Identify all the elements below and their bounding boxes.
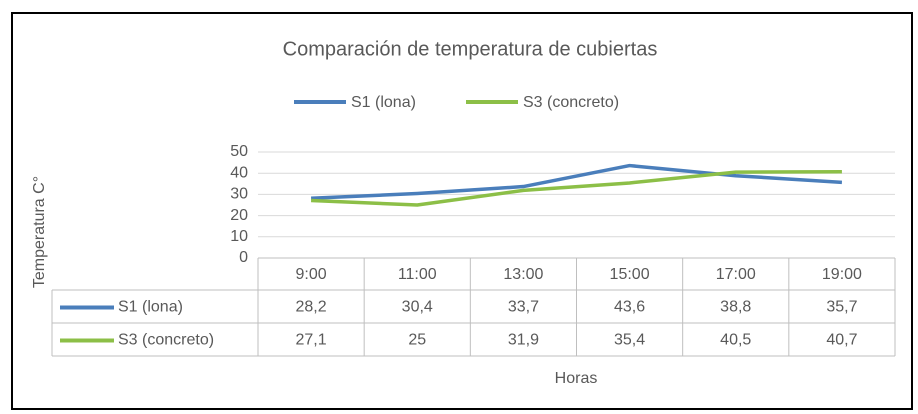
x-tick-label: 15:00 <box>610 266 650 283</box>
y-tick-label: 30 <box>230 186 248 203</box>
x-tick-label: 13:00 <box>503 266 543 283</box>
y-tick-label: 20 <box>230 207 248 224</box>
table-value: 25 <box>408 332 426 349</box>
legend-label: S3 (concreto) <box>523 94 619 111</box>
table-value: 35,4 <box>614 332 645 349</box>
series-line <box>311 169 842 207</box>
x-tick-label: 19:00 <box>822 266 862 283</box>
x-tick-label: 11:00 <box>398 266 437 283</box>
y-tick-label: 40 <box>230 164 248 181</box>
table-series-label: S1 (lona) <box>118 299 183 316</box>
y-tick-label: 50 <box>230 143 248 160</box>
x-tick-label: 17:00 <box>716 266 756 283</box>
chart-title: Comparación de temperatura de cubiertas <box>283 38 658 60</box>
table-value: 35,7 <box>826 299 857 316</box>
table-value: 27,1 <box>296 332 327 349</box>
table-value: 28,2 <box>296 299 327 316</box>
table-value: 33,7 <box>508 299 539 316</box>
table-value: 43,6 <box>614 299 645 316</box>
table-value: 40,7 <box>826 332 857 349</box>
y-tick-label: 10 <box>230 228 248 245</box>
series-line <box>311 163 843 200</box>
table-value: 40,5 <box>720 332 751 349</box>
table-series-label: S3 (concreto) <box>118 332 214 349</box>
y-tick-label: 0 <box>239 249 248 266</box>
y-axis-label: Temperatura C° <box>31 176 48 288</box>
table-value: 38,8 <box>720 299 751 316</box>
x-tick-label: 9:00 <box>296 266 327 283</box>
legend-label: S1 (lona) <box>351 94 416 111</box>
x-axis-label: Horas <box>555 370 598 387</box>
table-value: 30,4 <box>402 299 433 316</box>
table-value: 31,9 <box>508 332 539 349</box>
chart-frame <box>11 12 913 410</box>
